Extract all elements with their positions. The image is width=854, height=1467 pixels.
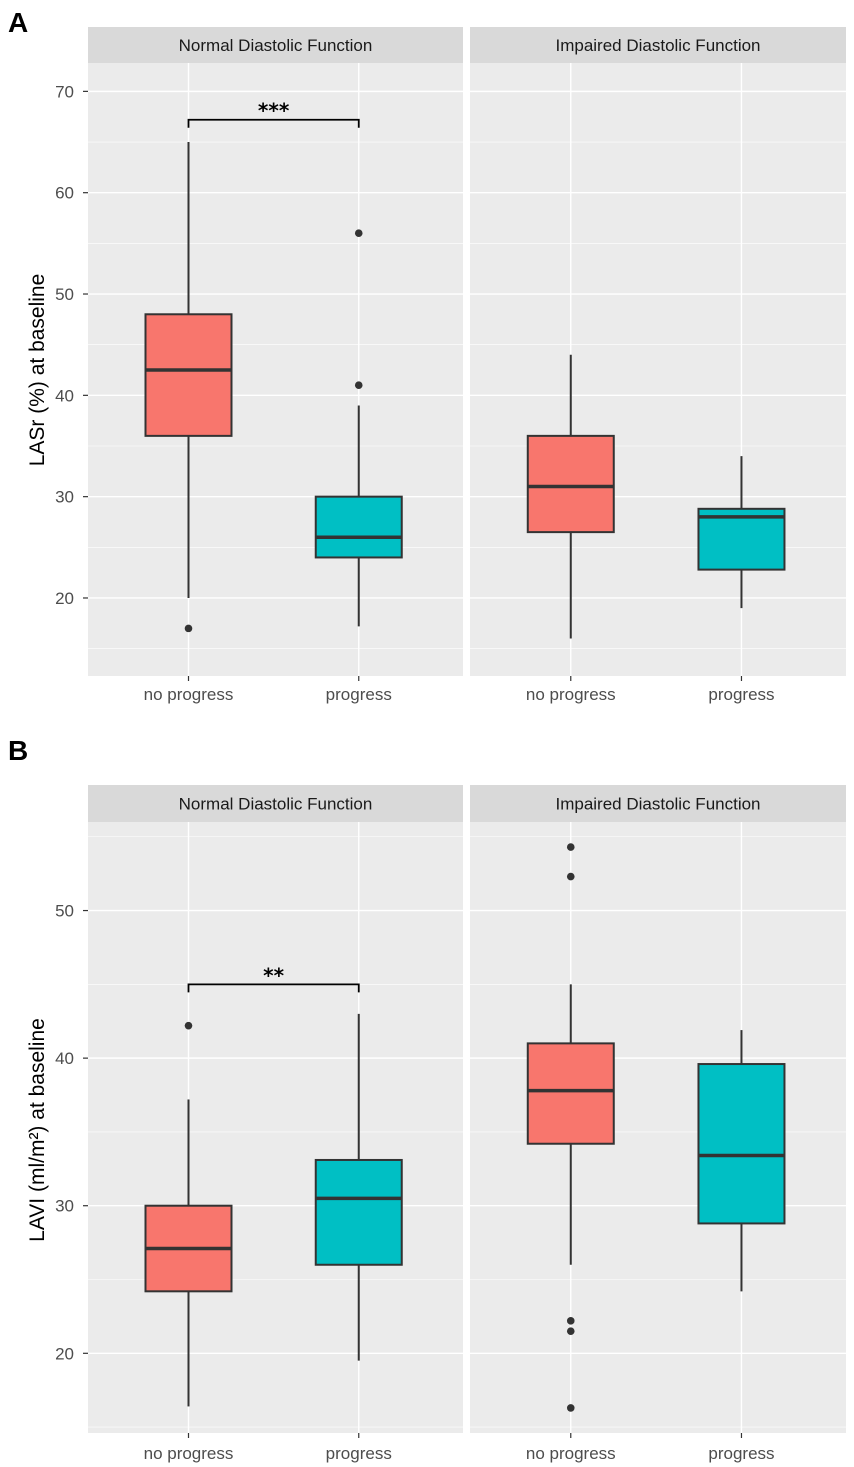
panel-a: A LASr (%) at baseline 20 30 40 50 60 70 Normal … — [8, 7, 846, 704]
y-tick-label: 40 — [55, 386, 74, 405]
facet-strip — [88, 785, 463, 822]
x-tick-label: no progress — [144, 1444, 234, 1463]
x-tick-label: progress — [326, 685, 392, 704]
outlier-point — [184, 1021, 193, 1030]
outlier-point — [354, 381, 363, 390]
significance-bracket — [187, 983, 360, 993]
plot-background — [470, 822, 846, 1433]
plot-background — [470, 63, 846, 676]
panel-b: B LAVI (ml/m²) at baseline 20 30 40 50 Normal … — [8, 735, 846, 1463]
y-tick-label: 60 — [55, 184, 74, 203]
box-iqr — [526, 1042, 615, 1145]
y-tick-label: 50 — [55, 902, 74, 921]
outlier-point — [566, 1327, 575, 1335]
box-progress — [314, 229, 403, 627]
x-tick-label: no progress — [526, 685, 616, 704]
box-no-progress — [526, 354, 615, 639]
plot-background — [88, 63, 463, 676]
box-progress — [697, 456, 786, 609]
x-tick-label: progress — [708, 1444, 774, 1463]
facet-impaired: Impaired Diastolic Function no progress pr… — [470, 27, 846, 704]
y-tick-label: 30 — [55, 488, 74, 507]
facet-normal: Normal Diastolic Function no progress prog… — [88, 27, 463, 704]
outlier-point — [566, 843, 575, 851]
y-tick-label: 20 — [55, 589, 74, 608]
y-tick-label: 20 — [55, 1344, 74, 1363]
x-tick-label: progress — [708, 685, 774, 704]
outlier-point — [566, 1404, 575, 1412]
outlier-point — [184, 624, 193, 633]
box-iqr — [314, 1158, 403, 1266]
panel-letter: B — [8, 735, 28, 766]
x-tick-label: no progress — [526, 1444, 616, 1463]
facet-impaired: Impaired Diastolic Function no progress pr… — [470, 785, 846, 1463]
x-tick-label: no progress — [144, 685, 234, 704]
facet-title: Normal Diastolic Function — [179, 36, 373, 55]
y-tick-label: 40 — [55, 1049, 74, 1068]
significance-bracket — [187, 118, 360, 128]
y-axis-label: LAVI (ml/m²) at baseline — [26, 1018, 49, 1242]
box-no-progress — [526, 843, 615, 1412]
box-progress — [314, 1013, 403, 1361]
y-tick-label: 50 — [55, 285, 74, 304]
box-iqr — [697, 507, 786, 571]
box-no-progress — [144, 1021, 233, 1407]
box-progress — [697, 1030, 786, 1292]
y-axis-label: LASr (%) at baseline — [26, 274, 49, 467]
box-iqr — [526, 434, 615, 534]
outlier-point — [566, 872, 575, 881]
facet-strip — [470, 785, 846, 822]
outlier-point — [354, 229, 363, 238]
y-tick-label: 70 — [55, 82, 74, 101]
facet-title: Normal Diastolic Function — [179, 795, 373, 814]
y-tick-label: 30 — [55, 1197, 74, 1216]
box-iqr — [314, 495, 403, 559]
box-iqr — [144, 313, 233, 437]
facet-strip — [470, 27, 846, 63]
plot-background — [88, 822, 463, 1433]
outlier-point — [566, 1317, 575, 1325]
facet-normal: Normal Diastolic Function no progress prog… — [88, 785, 463, 1463]
facet-strip — [88, 27, 463, 63]
x-tick-label: progress — [326, 1444, 392, 1463]
facet-title: Impaired Diastolic Function — [555, 795, 760, 814]
panel-letter: A — [8, 7, 28, 38]
significance-label: ** — [263, 963, 284, 987]
box-iqr — [697, 1063, 786, 1225]
box-no-progress — [144, 142, 233, 633]
significance-label: *** — [258, 99, 290, 123]
facet-title: Impaired Diastolic Function — [555, 36, 760, 55]
